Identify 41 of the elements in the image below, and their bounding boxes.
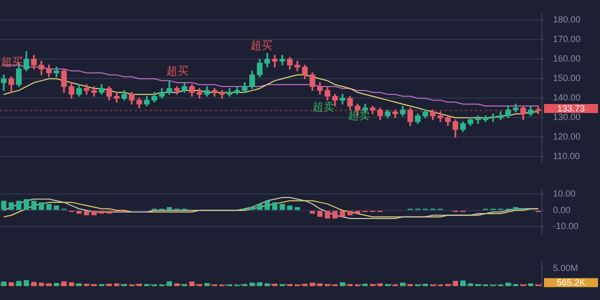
y-tick-label: 10.00 xyxy=(553,188,576,199)
bar xyxy=(340,210,346,217)
bar xyxy=(106,210,112,214)
y-tick-label: 120.00 xyxy=(553,132,581,142)
bar xyxy=(264,200,270,210)
annotation: 超卖 xyxy=(312,100,335,114)
bar xyxy=(332,210,338,218)
y-tick-label: 0.00 xyxy=(553,204,571,215)
y-tick-label: 160.00 xyxy=(553,54,581,64)
bar xyxy=(46,204,52,210)
bar xyxy=(1,200,6,210)
bar xyxy=(324,210,330,218)
y-tick-label: 110.00 xyxy=(553,151,580,162)
bar xyxy=(166,207,172,210)
y-tick-label: 130.00 xyxy=(553,112,581,122)
y-tick-label: -10.00 xyxy=(553,221,579,232)
bar xyxy=(98,210,104,214)
annotation: 超买 xyxy=(166,64,188,78)
annotation: 超买 xyxy=(250,39,272,52)
bar xyxy=(513,207,518,210)
bar xyxy=(280,204,285,210)
ref-line-label: 565.2K xyxy=(556,278,586,288)
bar xyxy=(24,199,29,210)
bar xyxy=(257,204,262,210)
y-tick-label: 170.00 xyxy=(553,34,581,44)
y-tick-label: 5.00M xyxy=(553,263,578,274)
y-tick-label: 140.00 xyxy=(553,92,581,103)
bar xyxy=(31,200,37,210)
bar xyxy=(16,200,22,210)
y-tick-label: 150.00 xyxy=(553,73,581,84)
annotation: 超卖 xyxy=(348,109,370,122)
ref-line-label: 133.73 xyxy=(557,103,585,114)
bar xyxy=(54,206,60,210)
bar xyxy=(317,210,323,217)
bar xyxy=(294,207,300,210)
y-tick-label: 180.00 xyxy=(553,14,581,25)
bar xyxy=(287,206,292,210)
bar xyxy=(8,202,14,210)
bar xyxy=(38,202,44,210)
bar xyxy=(250,207,255,210)
bar xyxy=(272,202,278,210)
